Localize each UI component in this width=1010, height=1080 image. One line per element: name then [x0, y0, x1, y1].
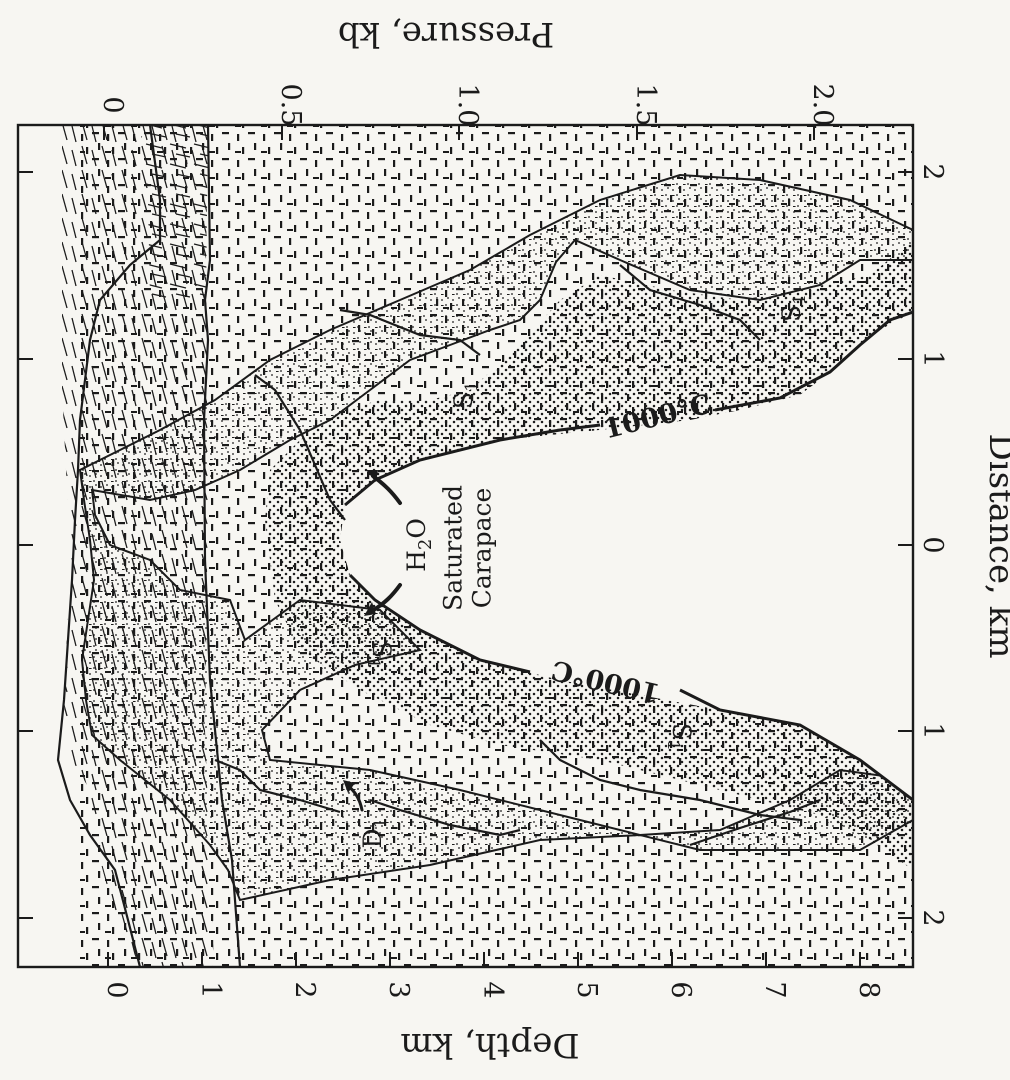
distance-axis-title: Distance, km — [981, 433, 1010, 658]
marginal-fine-grained-zone — [78, 173, 913, 902]
pressure-tick-labels: 0 0.5 1.0 1.5 2.0 — [97, 84, 838, 127]
isotherm-1000c-upper-line — [344, 423, 601, 507]
carapace-label-line1: Saturated — [439, 485, 468, 611]
surface-label-d1: D1 — [358, 818, 391, 849]
cover-rocks-horizontal — [140, 125, 208, 300]
surface-label-s1-main: S — [777, 305, 806, 322]
pressure-axis-title: Pressure, kb — [338, 14, 554, 54]
distance-tick-labels: 2 1 0 1 2 — [917, 163, 948, 926]
pressure-tick-label: 1.5 — [630, 84, 661, 127]
depth-tick-label: 1 — [195, 981, 226, 998]
surface-label-s1-main: S — [368, 641, 397, 658]
distance-tick-label: 2 — [917, 163, 948, 180]
pressure-tick-label: 0 — [97, 96, 128, 113]
surface-label-d1-sub: 1 — [371, 818, 391, 829]
distance-tick-label: 0 — [917, 536, 948, 553]
distance-tick-label: 1 — [917, 350, 948, 367]
water-label: H2O — [402, 518, 437, 572]
isotherm-1000c-lower-line — [348, 573, 531, 674]
surface-label-s1-sub: 1 — [364, 658, 384, 669]
depth-tick-label: 2 — [289, 981, 320, 998]
surface-label-s1: S1 — [364, 641, 397, 669]
depth-tick-label: 5 — [571, 981, 602, 998]
surface-label-s1-main: S — [449, 392, 478, 409]
cover-base-line — [202, 125, 242, 967]
distance-tick-label: 1 — [917, 722, 948, 739]
distance-tick-label: 2 — [917, 909, 948, 926]
contact-finger-a — [254, 374, 346, 521]
interior-blank — [340, 312, 913, 800]
surface-label-s1-sub: 1 — [462, 381, 482, 392]
contact-finger-e — [689, 798, 821, 847]
surface-label-s1: S1 — [664, 723, 697, 751]
depth-tick-label: 3 — [383, 981, 414, 998]
arrowhead-lower — [364, 602, 376, 616]
surface-label-s1: S1 — [449, 381, 482, 409]
contact-finger-b — [339, 308, 481, 356]
pressure-tick-label: 2.0 — [807, 84, 838, 127]
contact-finger-d — [214, 758, 341, 814]
depth-tick-label: 0 — [101, 981, 132, 998]
water-label-end: O — [402, 518, 431, 539]
ground-surface-line — [56, 125, 162, 967]
water-label-main: H — [402, 550, 431, 572]
depth-tick-label: 4 — [477, 981, 508, 998]
tick-marks — [18, 125, 913, 967]
contact-finger-f — [539, 739, 801, 822]
map-regions — [18, 125, 913, 967]
flow-arrows — [343, 470, 402, 812]
contact-finger-g — [369, 798, 521, 837]
pressure-tick-label: 0.5 — [275, 84, 306, 127]
water-escape-arrow-lower — [370, 583, 402, 613]
surface-label-s1-sub: 1 — [664, 740, 684, 751]
contact-finger-c — [619, 264, 761, 341]
surface-label-s1: S1 — [777, 294, 810, 322]
surface-label-s1-sub: 1 — [790, 294, 810, 305]
arrowhead-upper — [366, 470, 378, 482]
carapace-label-line2: Carapace — [468, 488, 497, 609]
surface-labels: S1 S1 S1 S1 D1 — [358, 294, 810, 848]
depth-tick-label: 8 — [853, 981, 884, 998]
water-label-subscript: 2 — [415, 539, 436, 550]
depth-tick-label: 7 — [759, 981, 790, 998]
pressure-tick-label: 1.0 — [452, 84, 483, 127]
surface-label-d1-main: D — [358, 828, 387, 848]
depth-axis-title: Depth, km — [400, 1025, 579, 1065]
arrowhead-d — [343, 780, 355, 793]
saturated-carapace-stipple — [265, 240, 913, 870]
depth-tick-labels: 0 1 2 3 4 5 6 7 8 — [101, 981, 884, 998]
isotherm-1000c-lower-line-b — [679, 688, 913, 802]
contacts — [56, 125, 913, 967]
isotherm-1000c-upper-line-b — [714, 310, 913, 412]
depth-tick-label: 6 — [665, 981, 696, 998]
surface-label-s1-main: S — [668, 723, 697, 740]
